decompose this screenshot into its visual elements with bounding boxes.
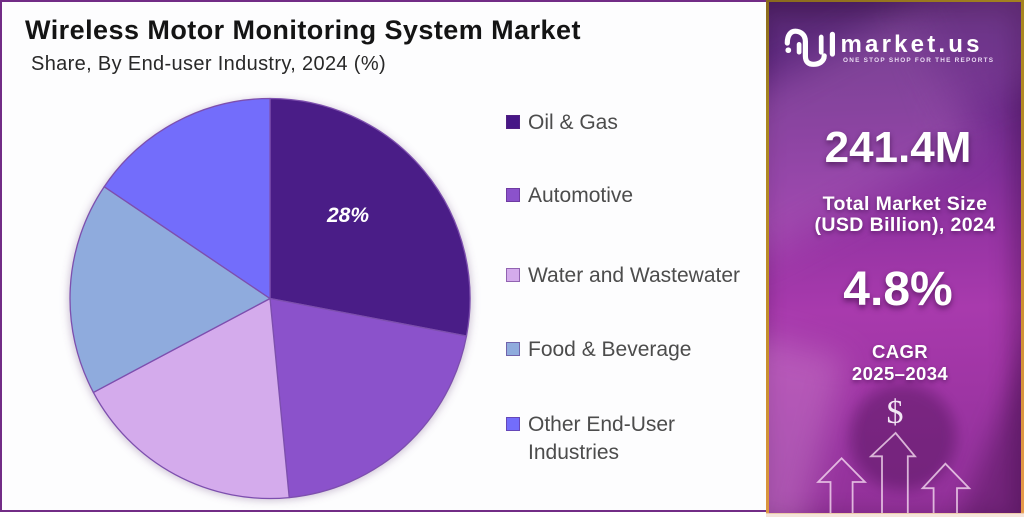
svg-text:ONE STOP SHOP FOR THE REPORTS: ONE STOP SHOP FOR THE REPORTS	[843, 57, 994, 64]
svg-text:28%: 28%	[326, 204, 369, 227]
svg-text:market.us: market.us	[841, 31, 983, 58]
